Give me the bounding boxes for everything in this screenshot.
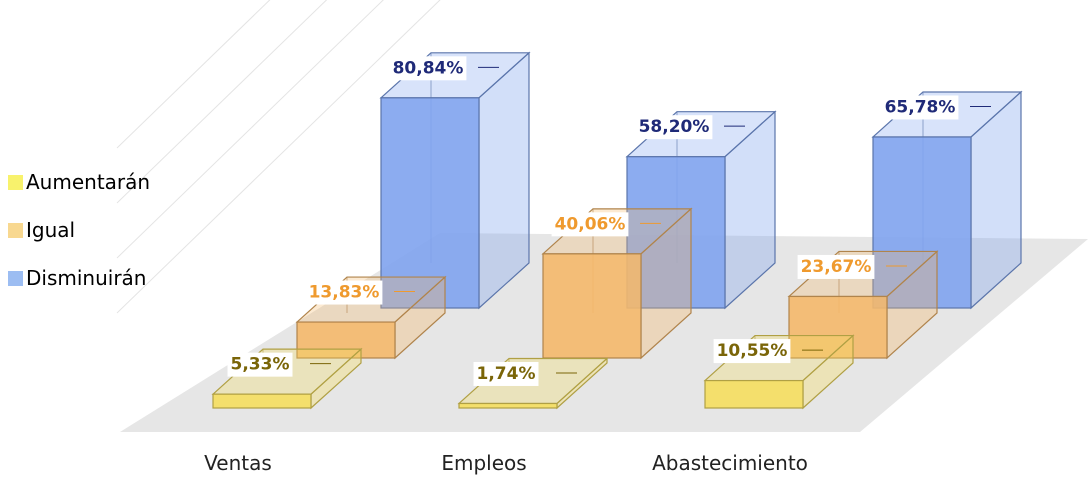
data-label-disminuiran-ventas: 80,84% xyxy=(393,58,464,78)
bar-front-aumentaran-abastecimiento xyxy=(704,379,804,409)
legend-item-disminuiran: Disminuirán xyxy=(8,254,150,302)
data-label-background xyxy=(881,95,959,120)
data-label-disminuiran-empleos: 58,20% xyxy=(639,117,710,137)
legend-label-aumentaran: Aumentarán xyxy=(26,170,151,194)
data-label-background xyxy=(797,254,875,279)
bar-front-disminuiran-ventas xyxy=(380,97,480,309)
bar-front-igual-ventas xyxy=(296,321,396,359)
data-label-background xyxy=(305,280,383,305)
legend-label-disminuiran: Disminuirán xyxy=(26,266,147,290)
data-label-igual-abastecimiento: 23,67% xyxy=(801,257,872,277)
bar-front-aumentaran-ventas xyxy=(212,393,312,409)
data-label-background xyxy=(473,361,539,386)
data-label-background xyxy=(713,339,791,364)
data-label-aumentaran-empleos: 1,74% xyxy=(477,364,536,384)
category-label-abastecimiento: Abastecimiento xyxy=(652,451,808,475)
gridline-diagonal xyxy=(116,0,328,204)
data-label-background xyxy=(551,212,629,237)
bar-front-igual-empleos xyxy=(542,253,642,359)
data-label-background xyxy=(389,56,467,81)
legend-swatch-aumentaran xyxy=(8,174,23,190)
legend-swatch-igual xyxy=(8,222,23,238)
data-label-disminuiran-abastecimiento: 65,78% xyxy=(885,97,956,117)
data-label-igual-ventas: 13,83% xyxy=(309,283,380,303)
bar-front-igual-abastecimiento xyxy=(788,295,888,359)
data-label-igual-empleos: 40,06% xyxy=(555,214,626,234)
data-label-aumentaran-abastecimiento: 10,55% xyxy=(717,341,788,361)
legend-swatch-disminuiran xyxy=(8,270,23,286)
legend-label-igual: Igual xyxy=(26,218,76,242)
category-label-empleos: Empleos xyxy=(441,451,526,475)
gridline-diagonal xyxy=(116,0,271,149)
data-label-background xyxy=(227,352,293,377)
data-label-background xyxy=(635,115,713,140)
legend: Aumentarán Igual Disminuirán xyxy=(8,158,150,302)
bar-front-disminuiran-empleos xyxy=(626,156,726,309)
legend-item-aumentaran: Aumentarán xyxy=(8,158,150,206)
category-label-ventas: Ventas xyxy=(204,451,272,475)
bar-front-aumentaran-empleos xyxy=(458,402,558,409)
gridline-diagonal xyxy=(116,0,441,314)
data-label-aumentaran-ventas: 5,33% xyxy=(231,355,290,375)
bar-front-disminuiran-abastecimiento xyxy=(872,136,972,309)
gridline-diagonal xyxy=(116,0,384,259)
legend-item-igual: Igual xyxy=(8,206,150,254)
